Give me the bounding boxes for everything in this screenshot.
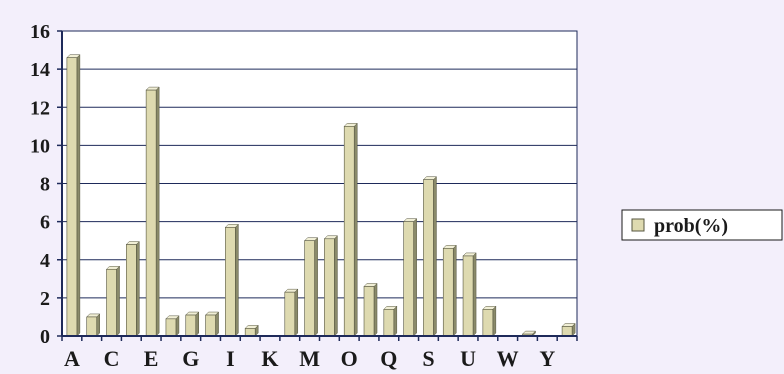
bar-V (482, 305, 497, 337)
x-tick-label: S (422, 346, 434, 371)
x-tick-label: W (497, 346, 519, 371)
x-tick-label: O (341, 346, 358, 371)
legend-box (621, 209, 783, 241)
axes (57, 30, 578, 341)
bar-F (165, 315, 180, 337)
bar-P (363, 282, 378, 337)
x-tick-label: G (182, 346, 199, 371)
bar-I (224, 223, 239, 337)
x-tick-label: Y (539, 346, 555, 371)
legend: prob(%) (621, 209, 783, 241)
bar-D (125, 240, 140, 337)
bar-U (462, 252, 477, 337)
bar-S (422, 176, 438, 337)
bars (66, 54, 576, 337)
x-tick-label: M (299, 346, 320, 371)
bar-T (442, 244, 457, 337)
bar-H (204, 311, 220, 337)
legend-swatch (631, 218, 645, 232)
y-tick-label: 0 (40, 326, 50, 348)
bar-Q (383, 305, 398, 337)
x-tick-label: K (261, 346, 278, 371)
y-tick-label: 14 (30, 59, 50, 81)
x-tick-label: C (104, 346, 120, 371)
x-tick-label: U (460, 346, 476, 371)
bar-L (284, 288, 299, 337)
legend-label: prob(%) (654, 215, 728, 237)
bar-Z (561, 322, 576, 337)
x-tick-label: I (226, 346, 235, 371)
x-tick-label: E (144, 346, 159, 371)
y-tick-label: 8 (40, 174, 50, 196)
y-tick-label: 16 (30, 21, 50, 43)
bar-B (86, 313, 101, 337)
bar-R (403, 218, 418, 337)
bar-N (323, 235, 339, 337)
y-tick-label: 10 (30, 135, 50, 157)
y-tick-label: 4 (40, 250, 50, 272)
x-tick-label: A (64, 346, 80, 371)
bar-E (145, 86, 160, 337)
bar-G (185, 311, 200, 337)
y-tick-label: 6 (40, 212, 50, 234)
bar-O (343, 122, 358, 337)
y-tick-label: 2 (40, 288, 50, 310)
x-tick-label: Q (380, 346, 397, 371)
bar-M (303, 237, 319, 337)
y-tick-labels: 0 2 4 6 8 10 12 14 16 (30, 21, 50, 348)
bar-J (244, 324, 259, 337)
bar-A (66, 54, 81, 337)
bar-C (105, 265, 121, 337)
y-tick-label: 12 (30, 97, 50, 119)
